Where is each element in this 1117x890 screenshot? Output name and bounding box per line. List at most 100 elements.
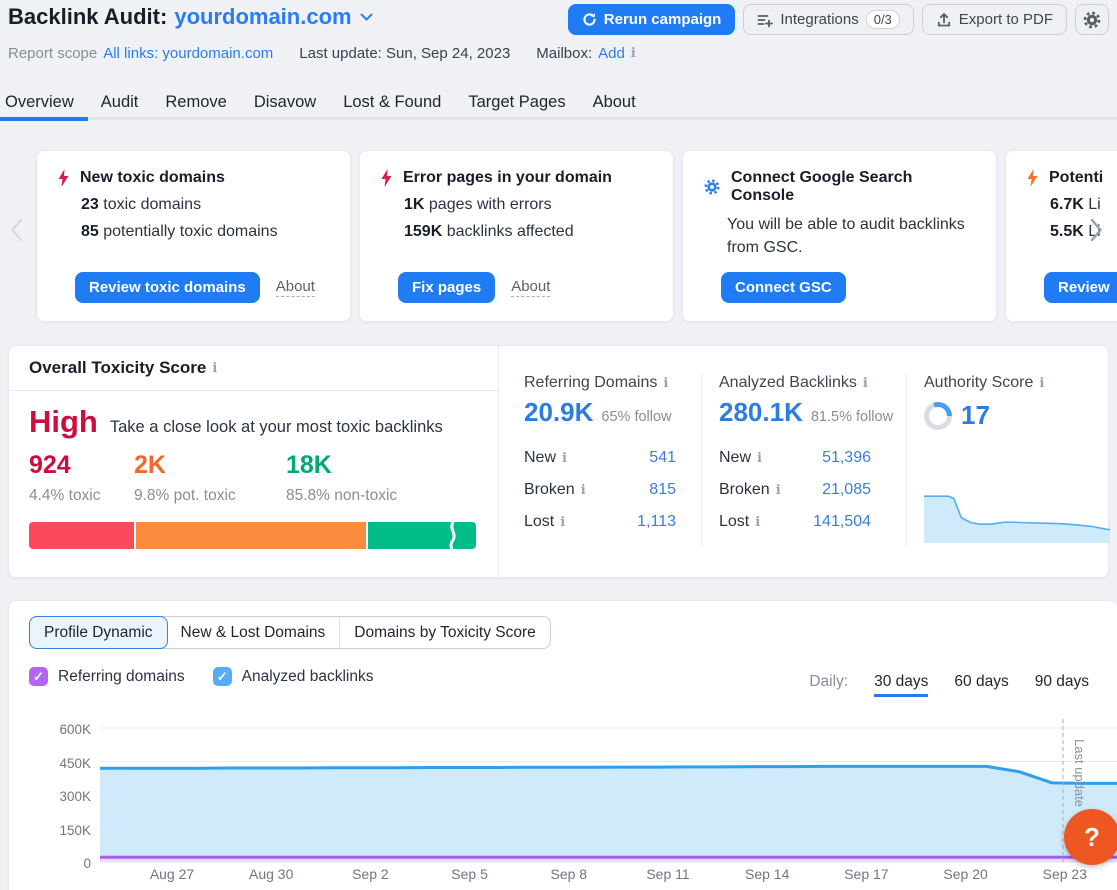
info-icon[interactable]: i: [757, 451, 762, 466]
metric-row-broken: Broken i 21,085: [719, 481, 871, 498]
export-pdf-button[interactable]: Export to PDF: [921, 4, 1067, 35]
about-link[interactable]: About: [275, 278, 315, 297]
chevron-down-icon[interactable]: [360, 13, 373, 22]
x-tick: Sep 20: [943, 866, 988, 882]
card-connect-gsc: Connect Google Search Console You will b…: [682, 150, 997, 322]
authority-score-sparkline: [924, 481, 1111, 544]
info-icon[interactable]: i: [663, 375, 669, 391]
x-tick: Sep 5: [451, 866, 488, 882]
info-icon[interactable]: i: [755, 515, 761, 530]
rerun-campaign-label: Rerun campaign: [603, 11, 722, 28]
help-button[interactable]: ?: [1064, 809, 1117, 865]
x-tick: Sep 11: [646, 866, 690, 882]
carousel-next-button[interactable]: [1090, 218, 1103, 247]
toxicity-level-description: Take a close look at your most toxic bac…: [109, 418, 443, 436]
last-update-annotation: Last update: [1072, 739, 1087, 807]
report-scope-link[interactable]: All links: yourdomain.com: [103, 45, 274, 62]
divider: [906, 374, 907, 546]
info-icon[interactable]: i: [580, 483, 586, 498]
review-toxic-domains-button[interactable]: Review toxic domains: [75, 272, 260, 303]
checkbox-checked-icon[interactable]: ✓: [212, 667, 232, 686]
last-update-text: Last update: Sun, Sep 24, 2023: [299, 45, 511, 62]
tab-audit[interactable]: Audit: [100, 93, 139, 111]
x-tick: Sep 23: [1042, 866, 1087, 882]
metric-value-link[interactable]: 815: [649, 481, 676, 498]
tab-disavow[interactable]: Disavow: [253, 93, 317, 111]
trend-chart: [100, 719, 1117, 864]
checkbox-checked-icon[interactable]: ✓: [29, 667, 48, 686]
info-icon[interactable]: i: [862, 375, 868, 391]
card-title: Potenti: [1049, 169, 1104, 186]
legend-label: Analyzed backlinks: [241, 667, 374, 685]
y-tick: 600K: [59, 722, 91, 737]
tab-domains-by-toxicity[interactable]: Domains by Toxicity Score: [339, 617, 549, 648]
connect-gsc-button[interactable]: Connect GSC: [721, 272, 846, 303]
legend-referring-domains[interactable]: ✓ Referring domains: [29, 667, 185, 686]
pot-toxic-segment: [136, 522, 366, 549]
info-icon[interactable]: i: [1039, 375, 1045, 391]
referring-domains-title: Referring Domains: [524, 374, 658, 391]
toxicity-score-title: Overall Toxicity Score: [29, 358, 207, 377]
metric-value-link[interactable]: 541: [649, 449, 676, 466]
analyzed-backlinks-title: Analyzed Backlinks: [719, 374, 857, 391]
x-tick: Sep 17: [844, 866, 889, 882]
metric-row-new: New i 51,396: [719, 449, 871, 466]
info-icon[interactable]: i: [212, 360, 218, 376]
period-90-days[interactable]: 90 days: [1034, 673, 1089, 690]
period-30-days[interactable]: 30 days: [874, 673, 929, 697]
card-stat: 6.7K Li: [1050, 196, 1101, 213]
period-60-days[interactable]: 60 days: [954, 673, 1009, 690]
report-scope-label: Report scope: [8, 45, 98, 62]
info-icon[interactable]: i: [562, 451, 567, 466]
x-tick: Sep 8: [550, 866, 588, 882]
fix-pages-button[interactable]: Fix pages: [398, 272, 496, 303]
metric-row-broken: Broken i 815: [524, 481, 676, 498]
review-button[interactable]: Review: [1044, 272, 1117, 303]
about-link[interactable]: About: [511, 278, 551, 297]
info-icon[interactable]: i: [560, 515, 566, 530]
authority-score-title: Authority Score: [924, 374, 1034, 391]
legend-analyzed-backlinks[interactable]: ✓ Analyzed backlinks: [212, 667, 374, 686]
y-tick: 300K: [59, 789, 91, 804]
x-tick: Sep 2: [352, 866, 389, 882]
info-icon[interactable]: i: [775, 483, 781, 498]
mailbox-add-link[interactable]: Add: [598, 45, 625, 62]
x-tick: Sep 14: [745, 866, 790, 882]
tab-target-pages[interactable]: Target Pages: [468, 93, 566, 111]
tab-new-lost-domains[interactable]: New & Lost Domains: [180, 623, 326, 641]
header-actions: Rerun campaign Integrations 0/3 Export t…: [567, 4, 1109, 35]
info-icon[interactable]: i: [630, 46, 636, 61]
page-title-text: Backlink Audit:: [8, 4, 168, 29]
tab-overview[interactable]: Overview: [5, 93, 74, 111]
tab-profile-dynamic[interactable]: Profile Dynamic: [29, 616, 168, 649]
toxic-stat: 924 4.4% toxic: [29, 451, 101, 504]
pot-toxic-stat: 2K 9.8% pot. toxic: [134, 451, 236, 504]
card-description: You will be able to audit backlinks from…: [727, 216, 965, 257]
tab-lost-found[interactable]: Lost & Found: [343, 93, 442, 111]
rerun-campaign-button[interactable]: Rerun campaign: [567, 4, 736, 35]
metric-value-link[interactable]: 1,113: [637, 513, 676, 530]
y-tick: 150K: [59, 822, 91, 838]
main-nav-tabs: Overview Audit Remove Disavow Lost & Fou…: [5, 93, 636, 124]
toxicity-score-header: Overall Toxicity Score i: [9, 346, 498, 391]
gear-icon: [1082, 10, 1102, 30]
settings-button[interactable]: [1075, 4, 1109, 35]
carousel-prev-button[interactable]: [10, 218, 23, 247]
overview-summary-panel: Overall Toxicity Score i High Take a clo…: [8, 345, 1111, 578]
integrations-button[interactable]: Integrations 0/3: [743, 4, 914, 35]
report-scope-row: Report scope All links: yourdomain.com L…: [8, 45, 636, 62]
toxicity-level: High: [29, 404, 98, 439]
tab-remove[interactable]: Remove: [165, 93, 227, 111]
card-stat: 23 toxic domains: [81, 196, 202, 213]
chart-view-switcher: Profile Dynamic New & Lost Domains Domai…: [29, 616, 551, 649]
metric-row-lost: Lost i 141,504: [719, 513, 871, 530]
referring-domains-value: 20.9K: [524, 397, 594, 427]
analyzed-backlinks-value: 280.1K: [719, 397, 803, 427]
metric-value-link[interactable]: 141,504: [813, 513, 871, 530]
gear-icon: [703, 178, 721, 196]
campaign-domain-dropdown[interactable]: yourdomain.com: [174, 4, 352, 29]
tab-about[interactable]: About: [592, 93, 636, 111]
metric-value-link[interactable]: 21,085: [822, 481, 871, 498]
metric-value-link[interactable]: 51,396: [822, 449, 871, 466]
